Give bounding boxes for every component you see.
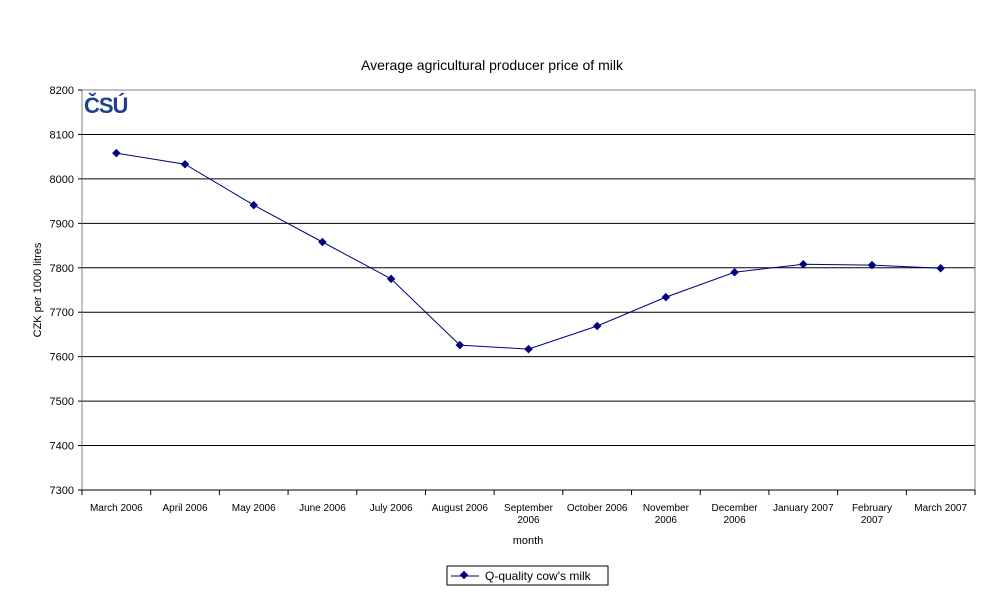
x-tick-label: March 2006 xyxy=(90,503,143,514)
y-tick-label: 7600 xyxy=(50,352,74,364)
data-point xyxy=(730,267,739,277)
y-tick-label: 7700 xyxy=(50,307,74,319)
data-point xyxy=(592,321,602,331)
y-tick-label: 8100 xyxy=(50,129,74,141)
x-tick-label: March 2007 xyxy=(914,503,967,514)
x-tick-label: December 2006 xyxy=(712,503,759,526)
x-tick-label: November 2006 xyxy=(643,503,690,526)
x-tick-label: July 2006 xyxy=(370,503,413,514)
x-tick-label: October 2006 xyxy=(567,503,628,514)
data-point xyxy=(661,292,671,302)
x-tick-label: September 2006 xyxy=(504,503,554,526)
legend: Q-quality cow's milk xyxy=(446,565,609,586)
data-point xyxy=(936,263,945,273)
legend-label: Q-quality cow's milk xyxy=(485,569,592,583)
data-point xyxy=(180,159,190,169)
series-line xyxy=(116,152,941,350)
x-tick-label: May 2006 xyxy=(232,503,276,514)
x-tick-label: June 2006 xyxy=(299,503,346,514)
x-tick-label: January 2007 xyxy=(773,503,834,514)
data-point xyxy=(867,260,877,270)
x-axis-label: month xyxy=(513,535,544,547)
data-point xyxy=(386,274,396,284)
y-tick-label: 7800 xyxy=(50,263,74,275)
y-tick-label: 8000 xyxy=(50,174,74,186)
data-point xyxy=(249,200,258,210)
data-point xyxy=(799,259,808,269)
y-tick-label: 7900 xyxy=(50,218,74,230)
x-tick-label: February 2007 xyxy=(852,503,892,526)
y-axis-label: CZK per 1000 litres xyxy=(32,242,44,337)
chart-title: Average agricultural producer price of m… xyxy=(361,57,624,73)
y-tick-label: 7500 xyxy=(50,396,74,408)
plot-area xyxy=(81,89,976,491)
csu-logo: ČSÚ xyxy=(84,93,128,118)
data-point xyxy=(318,237,327,247)
x-tick-label: August 2006 xyxy=(432,503,489,514)
data-point xyxy=(455,340,465,350)
y-tick-label: 7400 xyxy=(50,441,74,453)
y-tick-label: 8200 xyxy=(50,85,74,97)
data-point xyxy=(524,344,533,354)
x-tick-label: April 2006 xyxy=(163,503,208,514)
y-tick-label: 7300 xyxy=(50,485,74,497)
legend-marker-icon xyxy=(459,570,469,580)
data-point xyxy=(112,148,121,158)
